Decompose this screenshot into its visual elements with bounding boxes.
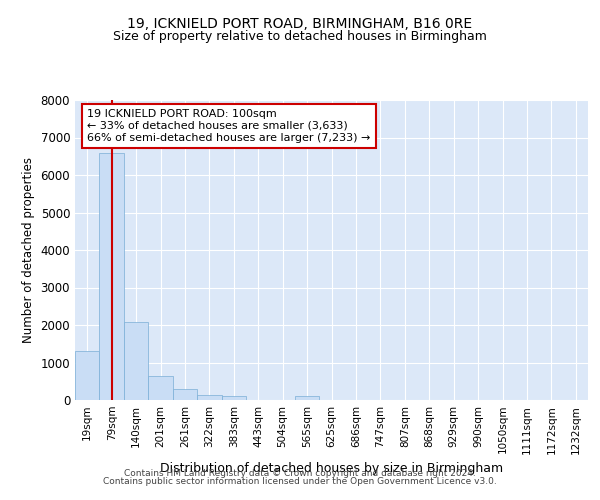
Text: 19, ICKNIELD PORT ROAD, BIRMINGHAM, B16 0RE: 19, ICKNIELD PORT ROAD, BIRMINGHAM, B16 … <box>127 18 473 32</box>
Text: 19 ICKNIELD PORT ROAD: 100sqm
← 33% of detached houses are smaller (3,633)
66% o: 19 ICKNIELD PORT ROAD: 100sqm ← 33% of d… <box>87 110 371 142</box>
Text: Size of property relative to detached houses in Birmingham: Size of property relative to detached ho… <box>113 30 487 43</box>
Text: Contains HM Land Registry data © Crown copyright and database right 2024.: Contains HM Land Registry data © Crown c… <box>124 468 476 477</box>
X-axis label: Distribution of detached houses by size in Birmingham: Distribution of detached houses by size … <box>160 462 503 475</box>
Bar <box>173 389 197 400</box>
Bar <box>75 351 100 400</box>
Bar <box>221 396 246 400</box>
Text: Contains public sector information licensed under the Open Government Licence v3: Contains public sector information licen… <box>103 477 497 486</box>
Bar <box>295 396 319 400</box>
Y-axis label: Number of detached properties: Number of detached properties <box>22 157 35 343</box>
Bar <box>100 153 124 400</box>
Bar <box>148 376 173 400</box>
Bar <box>197 394 221 400</box>
Bar <box>124 322 148 400</box>
